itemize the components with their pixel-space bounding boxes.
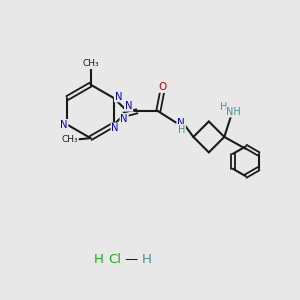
Text: —: — [124, 254, 137, 266]
Text: N: N [115, 92, 122, 101]
Text: N: N [120, 114, 128, 124]
Text: H: H [94, 254, 104, 266]
Text: H: H [142, 254, 152, 266]
Text: CH₃: CH₃ [61, 135, 78, 144]
Text: CH₃: CH₃ [82, 59, 99, 68]
Text: N: N [125, 101, 132, 111]
Text: H: H [178, 125, 185, 135]
Text: N: N [112, 123, 119, 133]
Text: N: N [60, 120, 68, 130]
Text: O: O [158, 82, 166, 92]
Text: N: N [177, 118, 185, 128]
Text: H: H [220, 102, 227, 112]
Text: Cl: Cl [108, 254, 121, 266]
Text: NH: NH [226, 107, 241, 117]
